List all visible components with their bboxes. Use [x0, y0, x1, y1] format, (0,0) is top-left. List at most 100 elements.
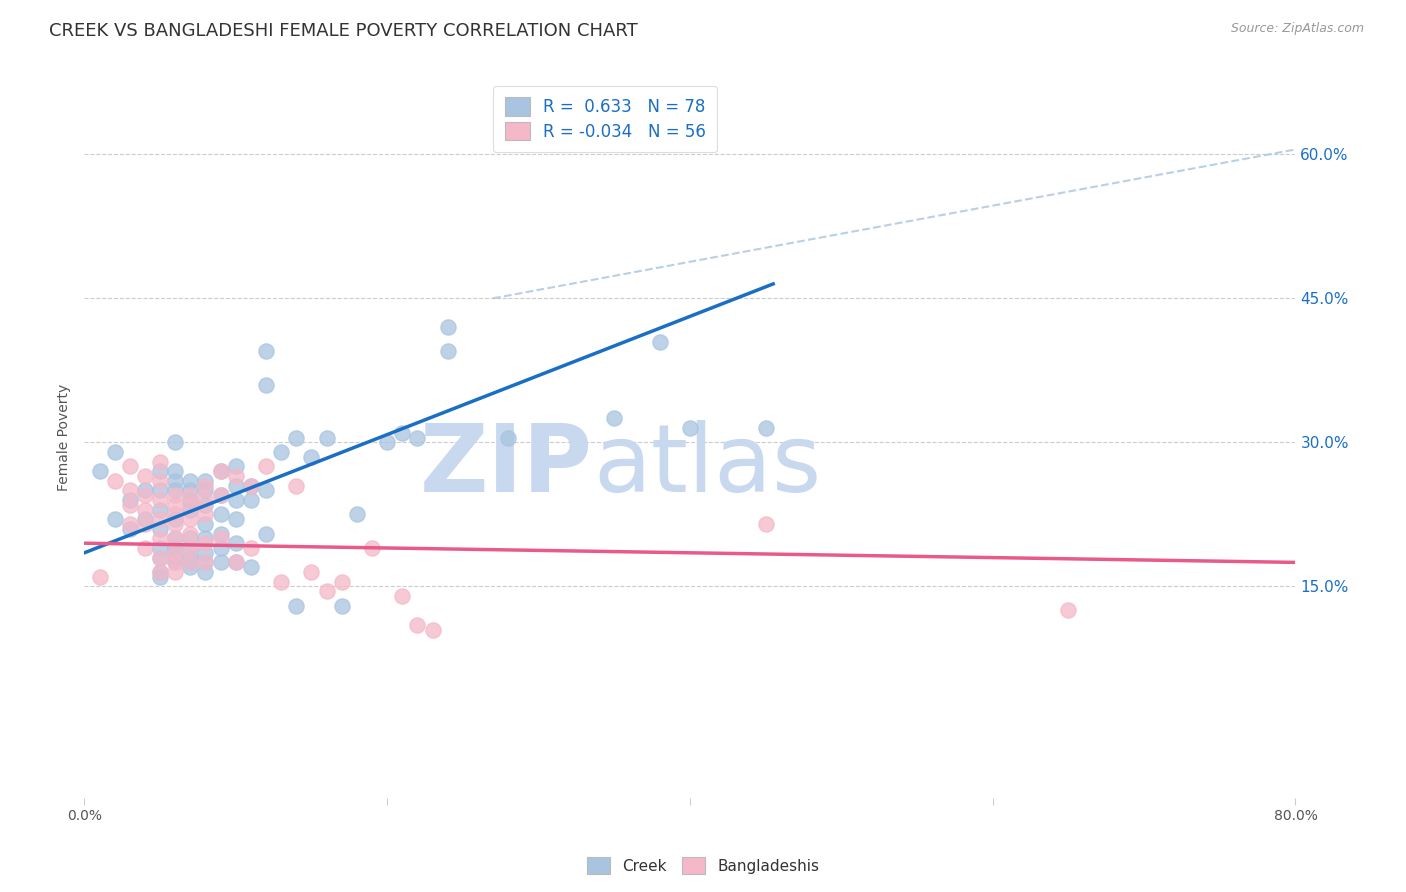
- Point: [149, 565, 172, 579]
- Point: [285, 599, 308, 613]
- Point: [165, 555, 187, 569]
- Point: [436, 344, 458, 359]
- Point: [149, 483, 172, 498]
- Point: [301, 565, 323, 579]
- Point: [134, 541, 156, 555]
- Point: [165, 464, 187, 478]
- Point: [149, 522, 172, 536]
- Point: [209, 464, 232, 478]
- Point: [179, 483, 201, 498]
- Point: [496, 431, 519, 445]
- Point: [134, 502, 156, 516]
- Point: [194, 493, 217, 508]
- Point: [254, 483, 277, 498]
- Point: [134, 483, 156, 498]
- Point: [179, 526, 201, 541]
- Point: [194, 516, 217, 531]
- Point: [179, 560, 201, 574]
- Point: [104, 512, 127, 526]
- Point: [89, 464, 111, 478]
- Point: [375, 435, 398, 450]
- Point: [179, 541, 201, 555]
- Point: [149, 502, 172, 516]
- Point: [165, 516, 187, 531]
- Point: [254, 377, 277, 392]
- Point: [118, 498, 141, 512]
- Point: [239, 493, 262, 508]
- Point: [755, 421, 778, 435]
- Point: [118, 483, 141, 498]
- Point: [315, 584, 337, 599]
- Point: [149, 454, 172, 468]
- Point: [285, 431, 308, 445]
- Point: [648, 334, 671, 349]
- Point: [194, 532, 217, 546]
- Point: [165, 555, 187, 569]
- Point: [194, 546, 217, 560]
- Point: [165, 541, 187, 555]
- Point: [165, 546, 187, 560]
- Point: [285, 478, 308, 492]
- Point: [239, 478, 262, 492]
- Text: atlas: atlas: [593, 420, 821, 512]
- Point: [179, 532, 201, 546]
- Point: [391, 589, 413, 603]
- Point: [194, 508, 217, 522]
- Point: [406, 617, 429, 632]
- Legend: Creek, Bangladeshis: Creek, Bangladeshis: [581, 851, 825, 880]
- Point: [225, 493, 247, 508]
- Point: [194, 478, 217, 492]
- Point: [165, 474, 187, 488]
- Point: [194, 474, 217, 488]
- Point: [225, 512, 247, 526]
- Point: [209, 508, 232, 522]
- Text: ZIP: ZIP: [420, 420, 593, 512]
- Point: [149, 512, 172, 526]
- Point: [149, 532, 172, 546]
- Point: [179, 555, 201, 569]
- Text: Source: ZipAtlas.com: Source: ZipAtlas.com: [1230, 22, 1364, 36]
- Point: [104, 445, 127, 459]
- Point: [134, 512, 156, 526]
- Point: [149, 550, 172, 565]
- Point: [239, 541, 262, 555]
- Point: [239, 560, 262, 574]
- Point: [209, 526, 232, 541]
- Point: [346, 508, 368, 522]
- Point: [209, 541, 232, 555]
- Point: [165, 565, 187, 579]
- Point: [194, 555, 217, 569]
- Point: [179, 488, 201, 502]
- Y-axis label: Female Poverty: Female Poverty: [58, 384, 72, 491]
- Point: [179, 541, 201, 555]
- Point: [270, 445, 292, 459]
- Point: [134, 516, 156, 531]
- Point: [149, 570, 172, 584]
- Point: [239, 478, 262, 492]
- Point: [209, 532, 232, 546]
- Legend: R =  0.633   N = 78, R = -0.034   N = 56: R = 0.633 N = 78, R = -0.034 N = 56: [494, 86, 717, 153]
- Point: [179, 502, 201, 516]
- Point: [149, 541, 172, 555]
- Point: [194, 536, 217, 550]
- Point: [134, 488, 156, 502]
- Point: [270, 574, 292, 589]
- Point: [179, 555, 201, 569]
- Text: CREEK VS BANGLADESHI FEMALE POVERTY CORRELATION CHART: CREEK VS BANGLADESHI FEMALE POVERTY CORR…: [49, 22, 638, 40]
- Point: [391, 425, 413, 440]
- Point: [165, 508, 187, 522]
- Point: [165, 546, 187, 560]
- Point: [225, 459, 247, 474]
- Point: [149, 493, 172, 508]
- Point: [225, 536, 247, 550]
- Point: [165, 532, 187, 546]
- Point: [254, 526, 277, 541]
- Point: [209, 488, 232, 502]
- Point: [89, 570, 111, 584]
- Point: [179, 550, 201, 565]
- Point: [225, 478, 247, 492]
- Point: [330, 599, 353, 613]
- Point: [254, 344, 277, 359]
- Point: [1057, 603, 1080, 617]
- Point: [254, 459, 277, 474]
